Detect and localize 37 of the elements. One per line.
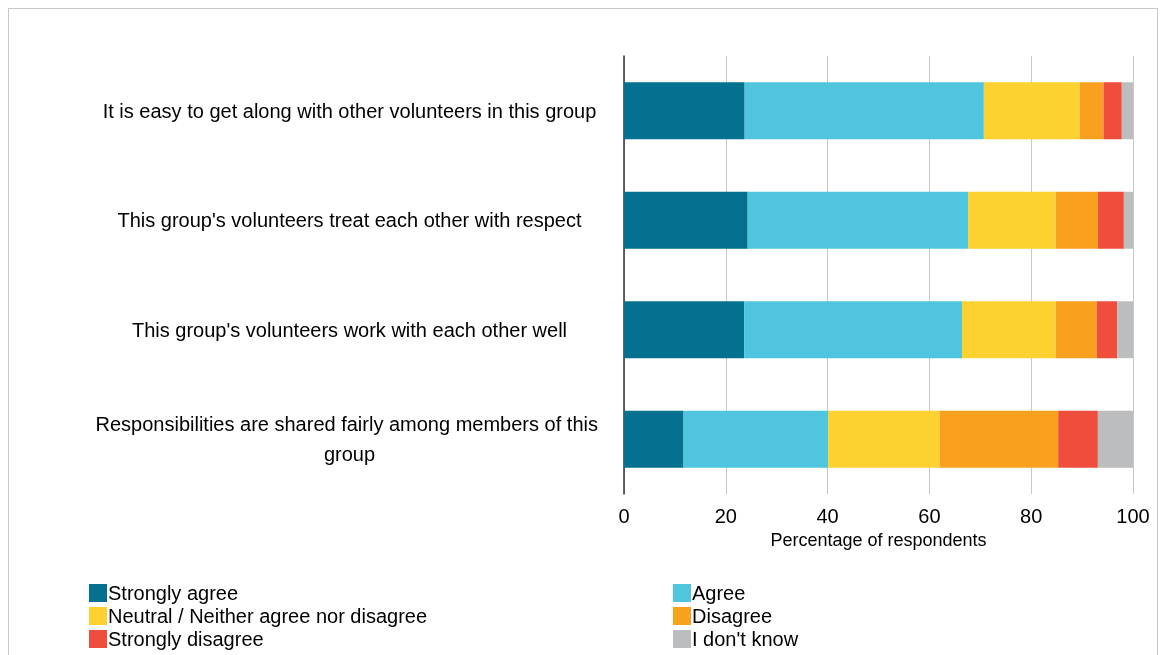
legend-label: Neutral / Neither agree nor disagree xyxy=(108,605,428,627)
bar xyxy=(1097,191,1124,249)
bar xyxy=(939,410,1059,468)
x-tick-label: 100 xyxy=(1116,505,1150,527)
bar xyxy=(683,410,829,468)
legend-label: Disagree xyxy=(692,605,773,627)
bar xyxy=(744,82,984,140)
bar xyxy=(1055,191,1098,249)
y-tick-label: Responsibilities are shared fairly among members of this group xyxy=(95,413,604,466)
x-tick-label: 80 xyxy=(1020,505,1043,527)
bar xyxy=(1058,410,1098,468)
bar xyxy=(624,301,745,359)
bar xyxy=(747,191,969,249)
x-tick-label: 40 xyxy=(816,505,839,527)
bar xyxy=(1055,301,1097,359)
bar xyxy=(624,82,745,140)
x-tick-label: 0 xyxy=(618,505,630,527)
bar xyxy=(968,191,1056,249)
bar xyxy=(1079,82,1104,140)
bar xyxy=(828,410,940,468)
y-tick-label: This group's volunteers work with each other well xyxy=(131,318,568,341)
x-tick-label: 60 xyxy=(918,505,941,527)
bar xyxy=(983,82,1080,140)
bar xyxy=(744,301,962,359)
bar xyxy=(961,301,1056,359)
legend-label: Strongly agree xyxy=(108,582,239,604)
bar xyxy=(624,191,748,249)
bar xyxy=(1096,301,1118,359)
x-axis-title: Percentage of respondents xyxy=(770,529,987,550)
bar xyxy=(1103,82,1122,140)
y-tick-label: This group's volunteers treat each other with respect xyxy=(117,209,582,232)
legend-label: Agree xyxy=(692,582,746,604)
bar xyxy=(624,410,684,468)
legend-label: Strongly disagree xyxy=(108,628,264,650)
legend-label: I don't know xyxy=(692,628,799,650)
y-tick-label: It is easy to get along with other volunteers in this group xyxy=(102,99,597,122)
x-tick-label: 20 xyxy=(714,505,737,527)
